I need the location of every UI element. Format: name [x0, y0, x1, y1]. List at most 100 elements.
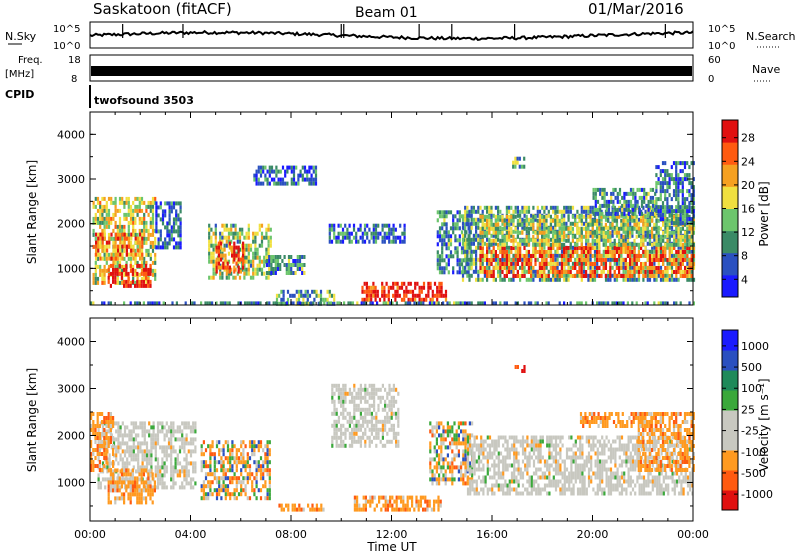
- power-cell: [114, 212, 117, 217]
- power-cell: [245, 247, 248, 252]
- power-cell: [688, 221, 691, 226]
- velocity-cell: [92, 460, 95, 464]
- power-cell: [319, 297, 323, 302]
- power-cell: [497, 246, 500, 250]
- power-cell: [475, 261, 478, 266]
- power-cell: [519, 246, 522, 250]
- power-cell: [545, 214, 548, 219]
- power-cell: [558, 246, 561, 250]
- power-cell: [370, 297, 373, 302]
- power-cell: [488, 242, 491, 247]
- power-cell: [596, 207, 600, 212]
- power-cell: [668, 225, 671, 230]
- power-cell: [591, 274, 594, 278]
- power-cell: [527, 253, 531, 258]
- power-cell: [672, 161, 676, 166]
- power-cell: [270, 165, 274, 170]
- power-cell: [151, 248, 155, 253]
- power-cell: [510, 262, 513, 266]
- power-cell: [247, 267, 250, 272]
- power-cell: [525, 250, 528, 254]
- power-cell: [249, 243, 253, 248]
- power-cell: [609, 277, 612, 282]
- power-cell: [661, 185, 665, 190]
- velocity-cell: [139, 421, 142, 426]
- power-cell: [472, 249, 475, 254]
- power-cell: [681, 217, 685, 222]
- power-cell: [532, 266, 535, 270]
- power-cell: [613, 250, 616, 254]
- power-cell: [565, 270, 568, 274]
- power-cell: [510, 230, 513, 235]
- power-cell: [618, 230, 621, 235]
- power-cell: [664, 205, 667, 210]
- velocity-cell: [183, 421, 186, 426]
- power-cell: [677, 214, 680, 219]
- power-cell: [327, 301, 330, 306]
- power-cell: [441, 242, 444, 247]
- power-cell: [456, 262, 459, 267]
- power-cell: [233, 245, 236, 250]
- power-cell: [228, 269, 231, 274]
- power-cell: [624, 242, 627, 247]
- power-cell: [602, 301, 605, 306]
- power-cell: [255, 181, 258, 186]
- power-cell: [582, 246, 585, 250]
- power-cell: [556, 242, 559, 247]
- power-cell: [226, 301, 229, 306]
- power-cell: [677, 173, 680, 178]
- power-cell: [154, 196, 157, 201]
- power-cell: [547, 277, 550, 282]
- power-cell: [600, 274, 603, 278]
- power-cell: [243, 255, 246, 260]
- power-cell: [479, 218, 482, 223]
- power-cell: [464, 225, 467, 230]
- power-cell: [545, 222, 548, 227]
- power-cell: [143, 240, 146, 245]
- power-cell: [140, 248, 144, 253]
- power-cell: [692, 230, 695, 235]
- power-cell: [683, 161, 687, 166]
- power-cell: [673, 270, 676, 274]
- power-cell: [220, 257, 223, 262]
- power-cell: [147, 267, 150, 272]
- power-cell: [688, 274, 691, 278]
- velocity-cell: [101, 444, 104, 448]
- power-cell: [679, 262, 682, 266]
- power-cell: [109, 271, 112, 276]
- power-cell: [677, 261, 680, 266]
- power-cell: [267, 239, 270, 244]
- power-cell: [374, 293, 377, 298]
- power-cell: [127, 196, 130, 201]
- power-cell: [622, 234, 625, 239]
- power-cell: [558, 226, 561, 231]
- power-cell: [258, 267, 261, 272]
- power-cell: [585, 213, 588, 218]
- power-cell: [622, 218, 625, 223]
- power-cell: [221, 223, 224, 228]
- velocity-cell: [159, 473, 162, 478]
- velocity-cell: [117, 421, 120, 426]
- power-cell: [640, 238, 643, 243]
- power-cell: [374, 235, 378, 240]
- power-cell: [541, 242, 544, 247]
- power-cell: [576, 301, 579, 306]
- power-cell: [101, 204, 104, 209]
- power-cell: [653, 274, 656, 278]
- power-cell: [256, 271, 259, 276]
- power-cell: [118, 200, 122, 205]
- power-cell: [644, 254, 647, 258]
- power-cell: [136, 240, 139, 245]
- power-cell: [429, 285, 432, 290]
- power-cell: [269, 243, 272, 248]
- power-cell: [644, 226, 647, 231]
- power-cell: [278, 301, 281, 306]
- power-cell: [461, 221, 465, 226]
- velocity-cell: [97, 485, 100, 490]
- velocity-cell: [181, 481, 184, 486]
- velocity-cell: [109, 424, 112, 428]
- power-cell: [488, 249, 491, 254]
- power-cell: [260, 243, 264, 248]
- power-cell: [677, 201, 680, 206]
- velocity-cell: [174, 465, 177, 470]
